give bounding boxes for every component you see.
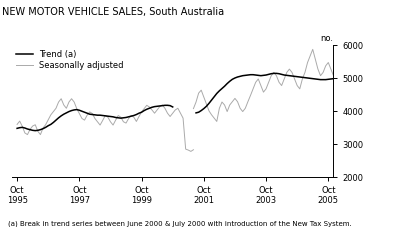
Legend: Trend (a), Seasonally adjusted: Trend (a), Seasonally adjusted (16, 49, 124, 70)
Text: (a) Break in trend series between June 2000 & July 2000 with introduction of the: (a) Break in trend series between June 2… (8, 220, 352, 227)
Text: no.: no. (320, 34, 333, 43)
Text: NEW MOTOR VEHICLE SALES, South Australia: NEW MOTOR VEHICLE SALES, South Australia (2, 7, 224, 17)
